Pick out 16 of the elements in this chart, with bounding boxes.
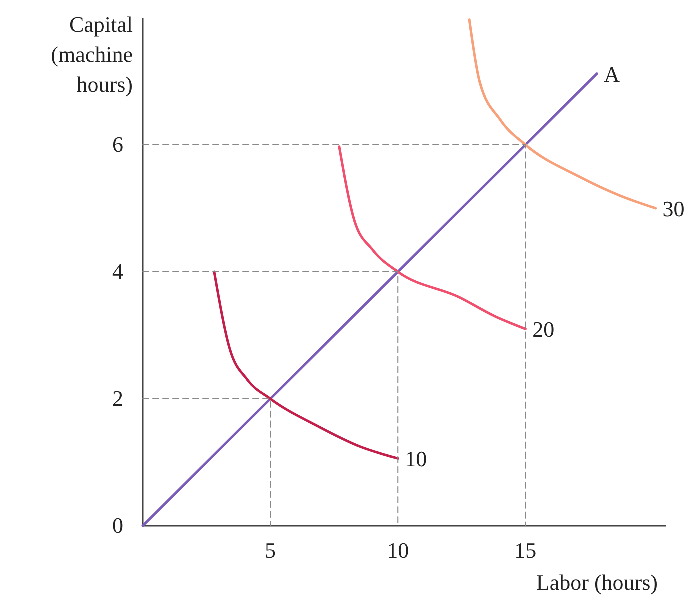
x-tick-label: 10 bbox=[387, 538, 410, 563]
y-tick-label: 2 bbox=[112, 386, 124, 411]
series-label: A bbox=[604, 62, 620, 87]
line-series bbox=[213, 270, 400, 460]
y-tick-label: 0 bbox=[112, 513, 124, 538]
y-tick-label: 4 bbox=[112, 259, 124, 284]
y-axis-title: Capital (machine hours) bbox=[51, 12, 133, 97]
series-label: 20 bbox=[532, 317, 555, 342]
y-tick-label: 6 bbox=[112, 132, 124, 157]
line-series bbox=[338, 146, 527, 330]
line-series bbox=[468, 18, 658, 210]
series-label: 10 bbox=[405, 446, 428, 472]
x-axis-title: Labor (hours) bbox=[536, 570, 658, 595]
series-label: 30 bbox=[662, 196, 685, 222]
x-tick-label: 15 bbox=[514, 538, 537, 563]
x-tick-label: 5 bbox=[265, 538, 276, 563]
